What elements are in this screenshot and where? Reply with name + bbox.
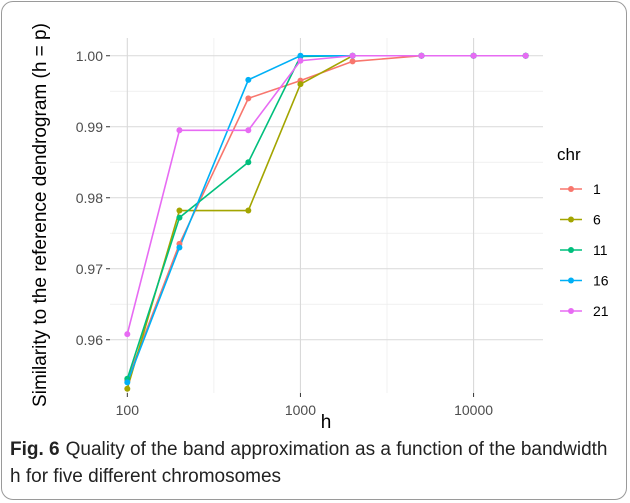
data-point-chr-6 — [124, 385, 131, 392]
y-tick-label: 0.98 — [76, 190, 103, 206]
x-axis-ticks: 100 1000 10000 — [116, 393, 493, 418]
y-tick-label: 0.96 — [76, 332, 103, 348]
legend-label: 21 — [593, 303, 609, 319]
x-axis-label: h — [321, 412, 332, 430]
legend-key-point — [568, 308, 574, 314]
data-point-chr-16 — [297, 52, 304, 59]
data-point-chr-1 — [245, 95, 252, 102]
legend-label: 11 — [593, 242, 608, 258]
data-point-chr-11 — [245, 159, 252, 166]
legend-label: 1 — [593, 181, 601, 197]
series-points — [124, 52, 529, 392]
data-point-chr-21 — [470, 52, 477, 59]
data-point-chr-6 — [176, 207, 183, 214]
figure-caption: Fig. 6 Quality of the band approximation … — [10, 436, 610, 490]
legend-label: 16 — [593, 273, 609, 289]
legend-key-point — [568, 247, 574, 253]
caption-text: Quality of the band approximation as a f… — [10, 439, 608, 487]
data-point-chr-16 — [124, 379, 131, 386]
y-tick-label: 1.00 — [76, 48, 103, 64]
data-point-chr-1 — [349, 58, 356, 65]
x-tick-label: 100 — [116, 402, 140, 418]
legend-key-point — [568, 277, 574, 284]
legend-key-point — [568, 216, 574, 223]
legend-label: 6 — [593, 212, 601, 228]
data-point-chr-21 — [124, 331, 131, 338]
figure-label: Fig. 6 — [10, 439, 60, 460]
data-point-chr-21 — [245, 127, 252, 134]
data-point-chr-6 — [245, 207, 252, 214]
y-axis-label: Similarity to the reference dendrogram (… — [30, 23, 51, 407]
series-lines — [126, 54, 526, 389]
data-point-chr-21 — [522, 52, 529, 59]
data-point-chr-6 — [297, 81, 304, 88]
data-point-chr-11 — [176, 214, 183, 221]
x-tick-label: 1000 — [285, 402, 316, 418]
data-point-chr-16 — [245, 76, 252, 83]
x-tick-label: 10000 — [454, 402, 493, 418]
data-point-chr-21 — [349, 52, 356, 59]
series-line-chr-21 — [126, 54, 526, 335]
y-tick-label: 0.97 — [76, 261, 103, 277]
data-point-chr-16 — [176, 244, 183, 251]
line-chart: 0.96 0.97 0.98 0.99 1.00 100 1000 10000 h Simi… — [30, 23, 609, 430]
legend-title: chr — [557, 145, 581, 164]
legend-key-point — [568, 186, 574, 192]
grid-minor — [110, 38, 543, 393]
data-point-chr-21 — [418, 52, 425, 59]
data-point-chr-21 — [176, 127, 183, 134]
data-point-chr-21 — [297, 57, 304, 64]
y-axis-ticks: 0.96 0.97 0.98 0.99 1.00 — [76, 48, 110, 348]
y-tick-label: 0.99 — [76, 119, 103, 135]
